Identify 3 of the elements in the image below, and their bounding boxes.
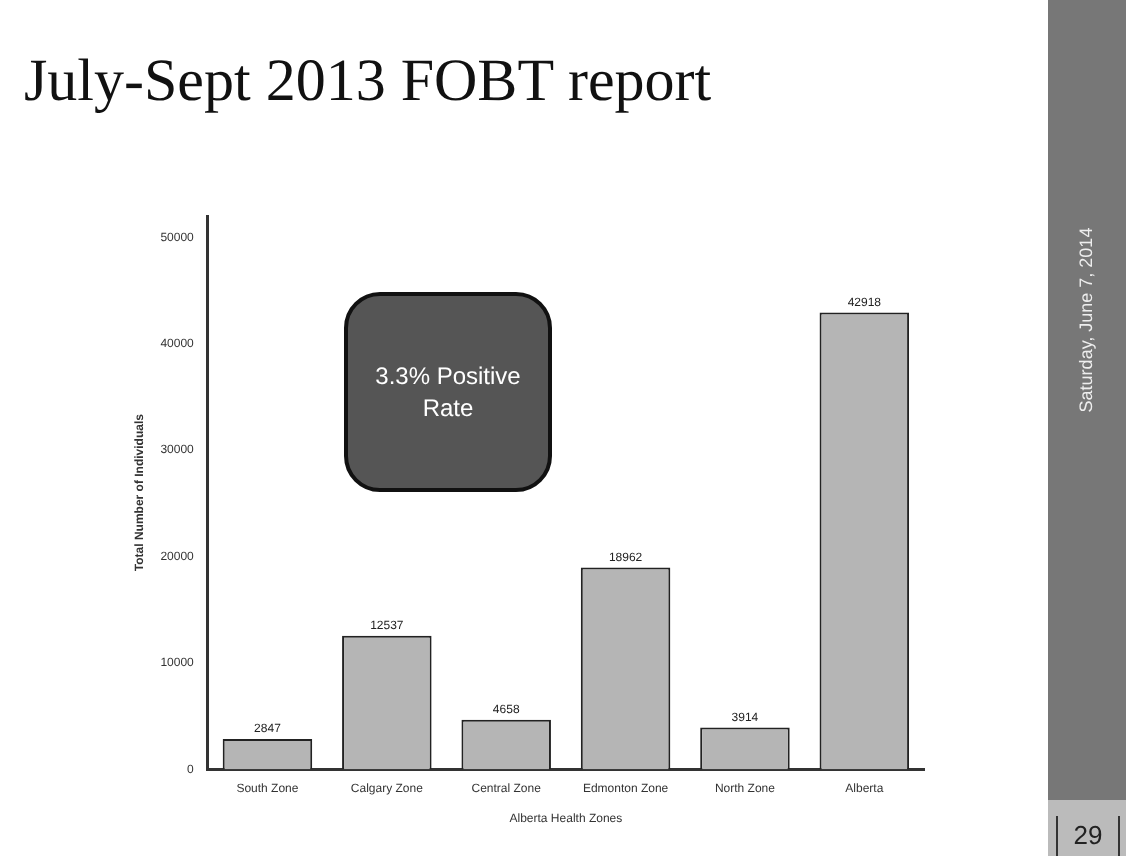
text: 29: [1056, 816, 1120, 856]
text: Saturday, June 7, 2014: [1076, 227, 1096, 413]
chart-title: July-Sept 2013 FOBT report: [24, 48, 712, 116]
